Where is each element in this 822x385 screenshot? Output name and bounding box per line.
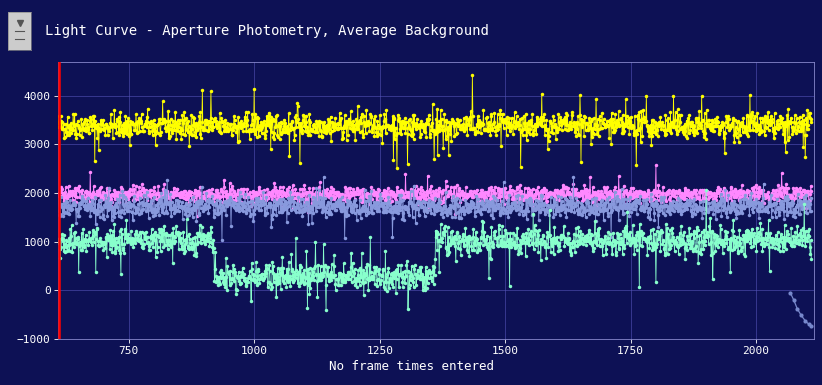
Text: No frame times entered: No frame times entered bbox=[329, 360, 493, 373]
Text: Light Curve - Aperture Photometry, Average Background: Light Curve - Aperture Photometry, Avera… bbox=[45, 24, 489, 38]
